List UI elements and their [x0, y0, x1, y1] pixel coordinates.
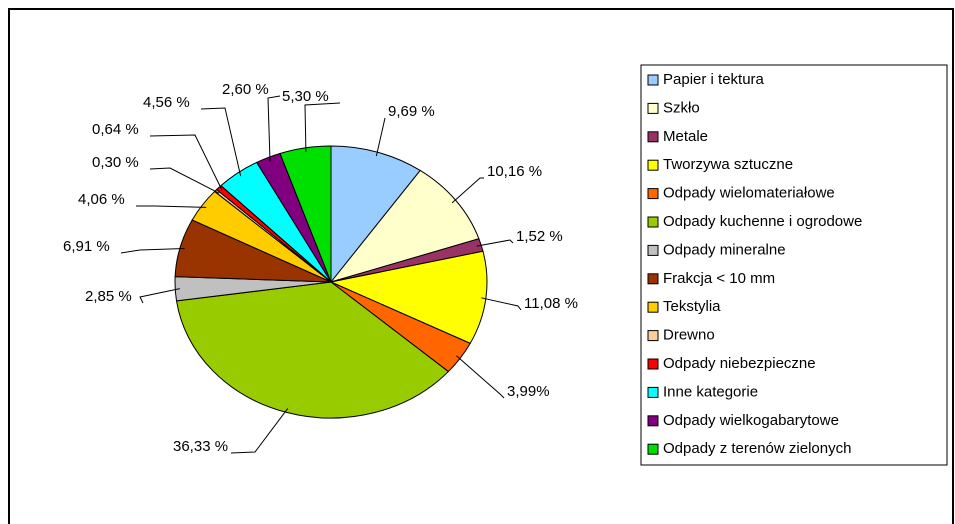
- pie-slice: [330, 145, 421, 284]
- data-label: 11,08 %: [524, 295, 578, 312]
- data-label: 0,30 %: [92, 154, 139, 171]
- legend-label: Papier i tektura: [663, 71, 765, 88]
- leader-line: [200, 107, 242, 177]
- leader-line: [481, 297, 522, 311]
- leader-line: [456, 355, 505, 399]
- legend-swatch: [647, 415, 659, 427]
- legend-label: Tekstylia: [663, 298, 721, 315]
- legend-label: Odpady mineralne: [663, 241, 786, 258]
- legend-swatch: [647, 74, 659, 86]
- legend-label: Inne kategorie: [663, 383, 758, 400]
- pie-slice: [329, 169, 480, 283]
- legend-swatch: [647, 301, 659, 313]
- leader-line: [120, 248, 185, 254]
- legend-swatch: [647, 102, 659, 114]
- legend-label: Odpady wielomateriałowe: [663, 185, 835, 202]
- legend-label: Odpady niebezpieczne: [663, 355, 816, 372]
- legend-swatch: [647, 216, 659, 228]
- data-label: 36,33 %: [173, 438, 228, 455]
- data-label: 6,91 %: [63, 238, 110, 255]
- pie-slice: [329, 250, 488, 345]
- legend-box: [640, 64, 948, 466]
- data-label: 3,99%: [507, 383, 550, 400]
- legend-swatch: [647, 244, 659, 256]
- legend-swatch: [647, 131, 659, 143]
- data-label: 1,52 %: [516, 228, 563, 245]
- legend-swatch: [647, 386, 659, 398]
- leader-line: [451, 177, 484, 204]
- leader-line: [304, 102, 341, 152]
- legend-swatch: [647, 273, 659, 285]
- data-label: 2,85 %: [85, 288, 132, 305]
- pie-slice: [279, 145, 332, 283]
- legend-label: Odpady wielkogabarytowe: [663, 412, 839, 429]
- data-label: 2,60 %: [222, 81, 269, 98]
- data-label: 5,30 %: [282, 88, 329, 105]
- legend-swatch: [647, 330, 659, 342]
- legend-swatch: [647, 358, 659, 370]
- legend-label: Drewno: [663, 327, 715, 344]
- legend-label: Tworzywa sztuczne: [663, 156, 793, 173]
- legend-label: Odpady kuchenne i ogrodowe: [663, 213, 862, 230]
- legend-label: Szkło: [663, 99, 700, 116]
- leader-line: [267, 95, 281, 162]
- data-label: 9,69 %: [388, 103, 435, 120]
- leader-line: [149, 134, 223, 191]
- legend-label: Metale: [663, 128, 708, 145]
- leader-line: [375, 117, 386, 157]
- leader-line: [149, 167, 220, 194]
- legend-label: Frakcja < 10 mm: [663, 270, 775, 287]
- data-label: 10,16 %: [487, 163, 542, 180]
- leader-line: [136, 205, 207, 208]
- leader-line: [476, 239, 514, 247]
- legend-label: Odpady z terenów zielonych: [663, 440, 851, 457]
- pie-slice: [175, 281, 450, 419]
- legend-swatch: [647, 443, 659, 455]
- leader-line: [230, 408, 289, 454]
- legend-swatch: [647, 188, 659, 200]
- leader-line: [139, 288, 180, 304]
- data-label: 0,64 %: [92, 121, 139, 138]
- data-label: 4,56 %: [143, 94, 190, 111]
- legend-swatch: [647, 159, 659, 171]
- data-label: 4,06 %: [78, 191, 125, 208]
